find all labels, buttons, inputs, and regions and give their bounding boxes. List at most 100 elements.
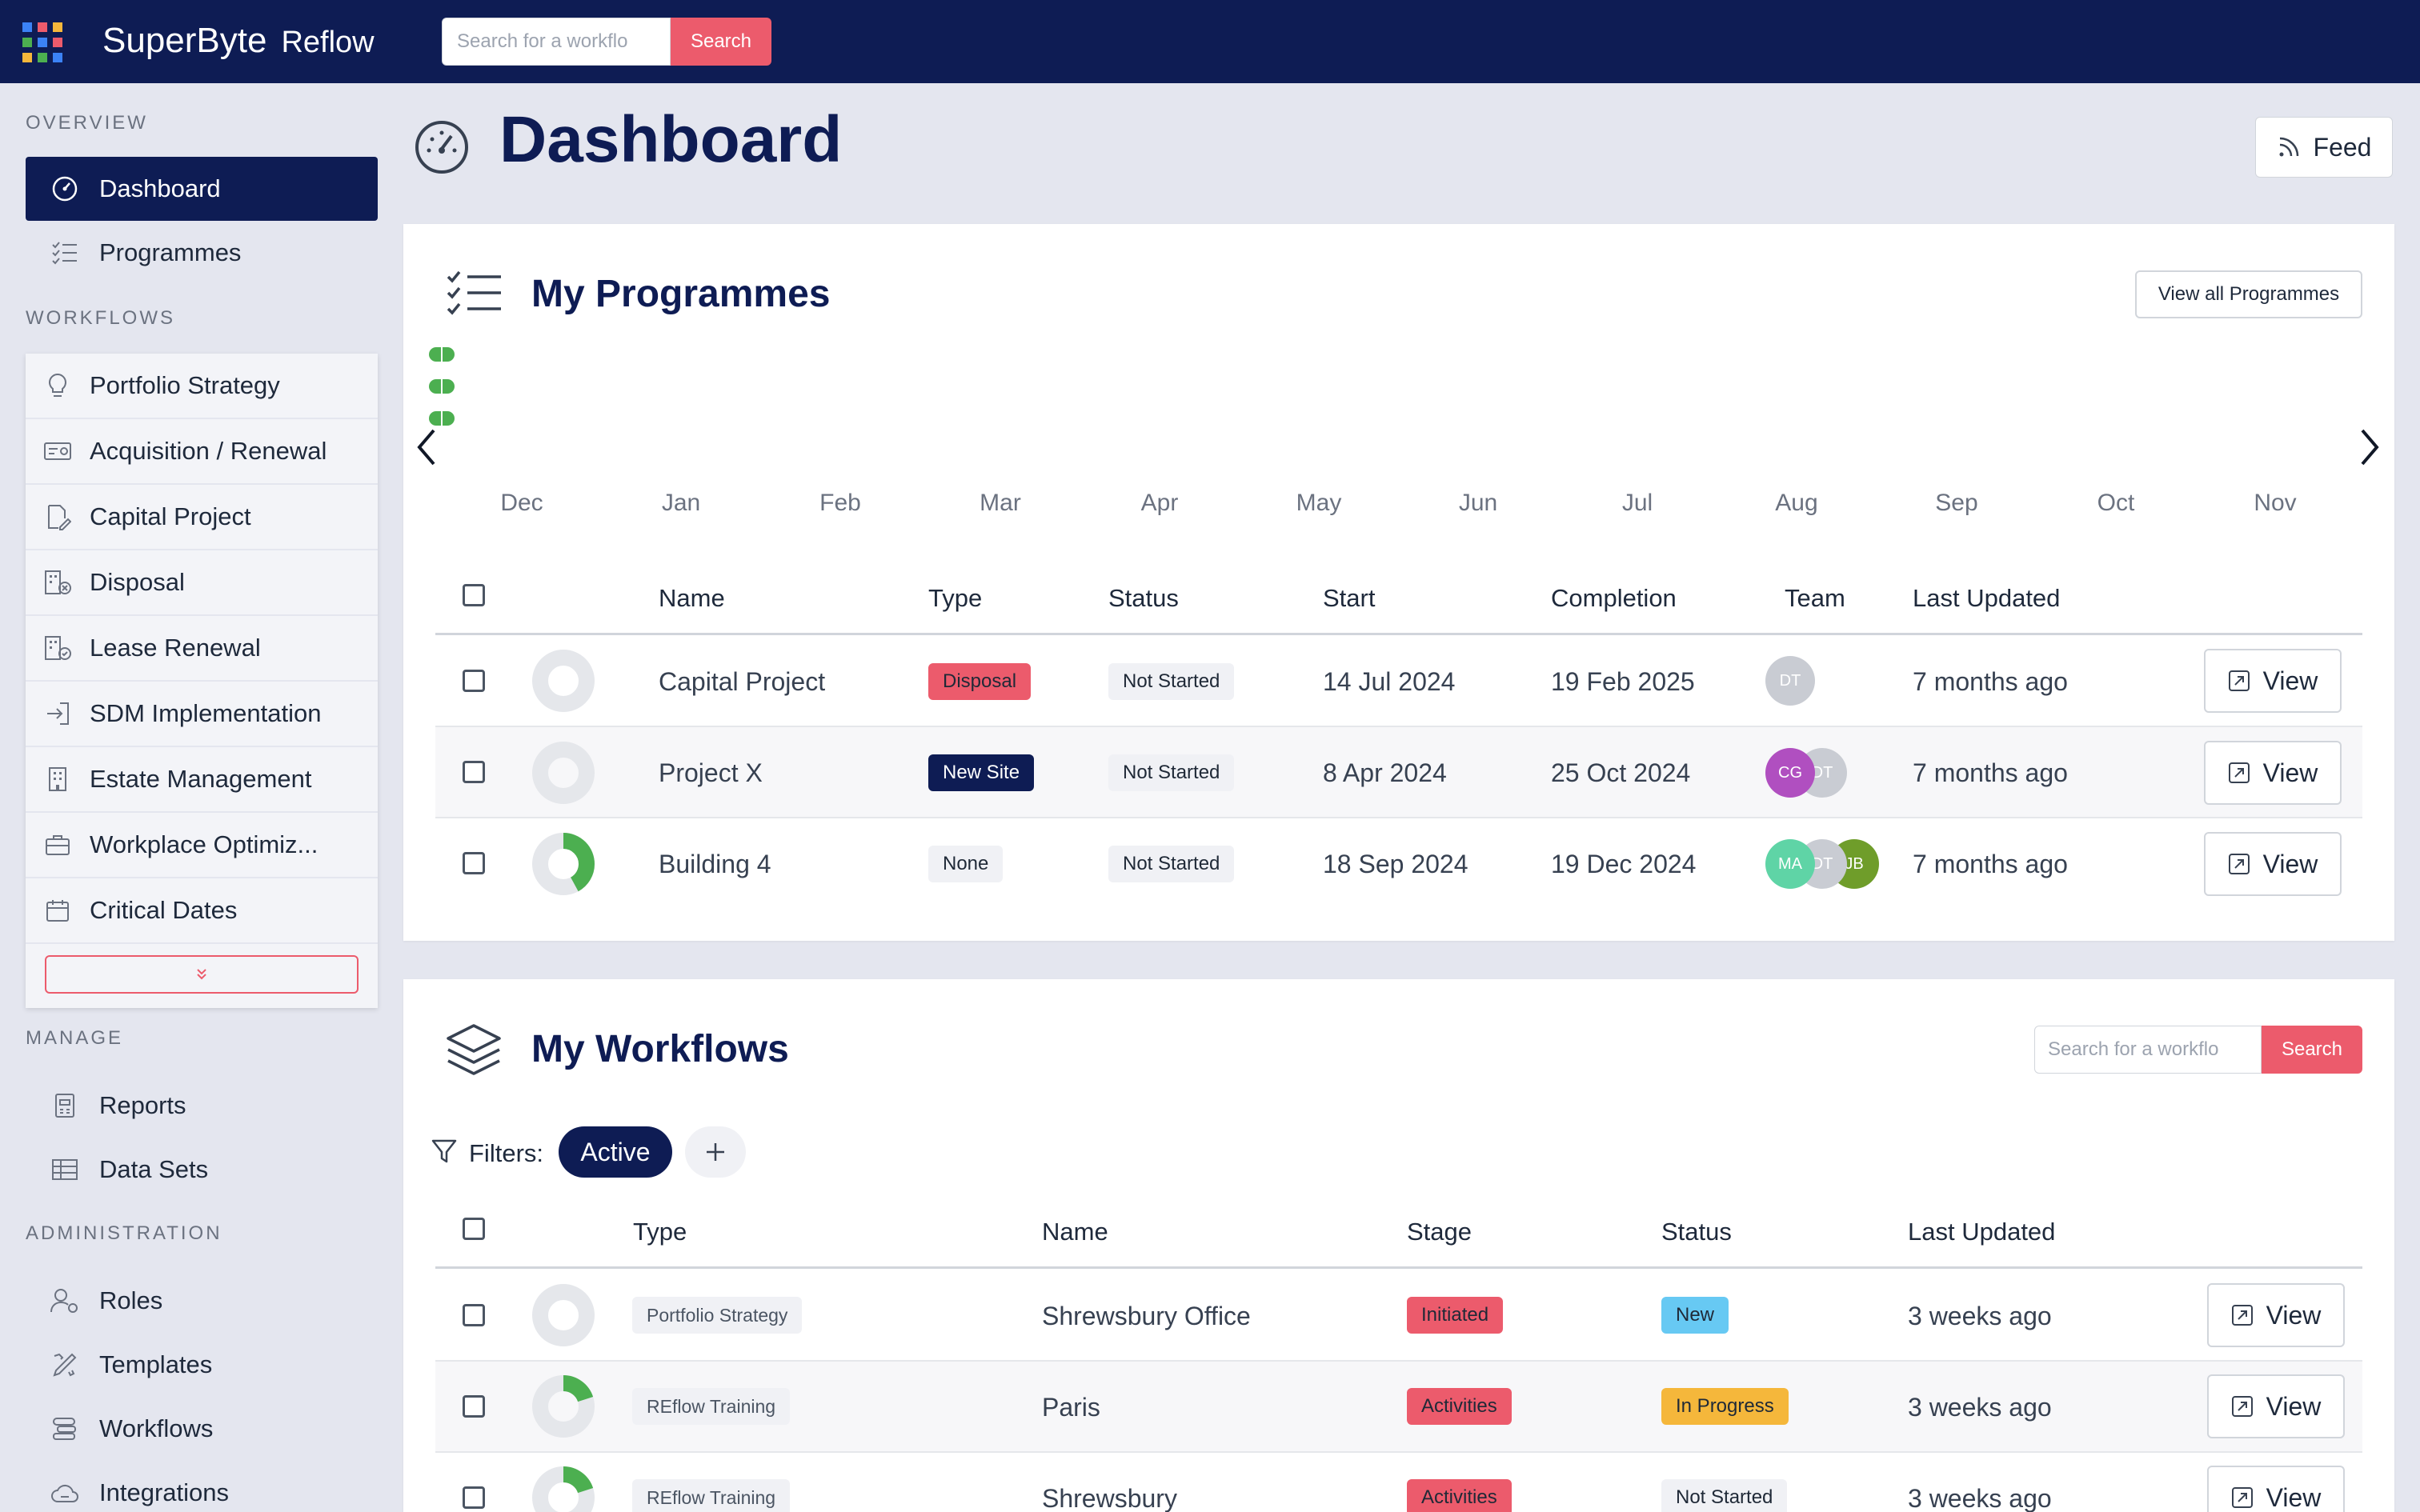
sidebar-item-capital-project[interactable]: Capital Project [26,485,378,550]
list-check-icon [50,238,80,268]
sidebar-item-dashboard[interactable]: Dashboard [26,157,378,221]
sidebar-item-portfolio-strategy[interactable]: Portfolio Strategy [26,354,378,419]
column-header-status[interactable]: Status [1661,1218,1732,1246]
column-header-last-updated[interactable]: Last Updated [1913,584,2061,612]
status-badge: New [1661,1297,1729,1334]
sidebar-item-sdm-implementation[interactable]: SDM Implementation [26,682,378,747]
column-header-last-updated[interactable]: Last Updated [1908,1218,2056,1246]
stage-badge: Initiated [1407,1297,1504,1334]
add-filter-button[interactable] [685,1126,746,1178]
sidebar-item-disposal[interactable]: Disposal [26,550,378,616]
view-all-programmes-button[interactable]: View all Programmes [2135,270,2362,318]
user-gear-icon [50,1286,80,1316]
cloud-icon [50,1478,80,1508]
expand-workflows-button[interactable] [45,955,359,994]
status-badge: Not Started [1108,846,1235,882]
workflow-name[interactable]: Shrewsbury Office [1042,1302,1251,1330]
workflow-name[interactable]: Shrewsbury [1042,1484,1177,1512]
column-header-type[interactable]: Type [633,1218,687,1246]
sidebar-item-critical-dates[interactable]: Critical Dates [26,878,378,944]
apps-grid-icon[interactable] [22,22,62,62]
column-header-name[interactable]: Name [659,584,725,612]
view-label: View [2266,1482,2322,1512]
rss-icon [2277,135,2314,159]
sidebar-item-label: SDM Implementation [90,699,322,727]
row-divider [435,817,2362,818]
sidebar-item-label: Integrations [99,1478,229,1506]
sidebar-item-label: Data Sets [99,1155,209,1183]
view-label: View [2266,1391,2322,1421]
timeline-month: Apr [1140,490,1179,516]
sidebar-item-workflows[interactable]: Workflows [26,1397,378,1461]
sidebar-item-label: Workflows [99,1414,214,1442]
sidebar-item-templates[interactable]: Templates [26,1333,378,1397]
row-checkbox[interactable] [463,852,485,874]
sidebar-item-data-sets[interactable]: Data Sets [26,1138,378,1202]
sidebar-item-label: Estate Management [90,765,312,793]
column-header-stage[interactable]: Stage [1407,1218,1472,1246]
workflow-name[interactable]: Paris [1042,1393,1100,1422]
avatar[interactable]: MA [1765,839,1815,889]
row-checkbox[interactable] [463,1395,485,1418]
row-checkbox[interactable] [463,1304,485,1326]
building-x-icon [43,568,72,597]
select-all-programmes-checkbox[interactable] [463,584,485,606]
workflow-icon [50,1414,80,1444]
progress-arc [532,1466,595,1512]
table-divider [435,633,2362,635]
column-header-start[interactable]: Start [1323,584,1376,612]
page-title: Dashboard [499,103,843,176]
external-link-icon [2231,1395,2266,1418]
view-button[interactable]: View [2204,832,2342,896]
programmes-title: My Programmes [531,273,831,315]
view-button[interactable]: View [2204,741,2342,805]
timeline-month: Nov [2254,490,2297,516]
sidebar-item-label: Workplace Optimiz... [90,830,319,858]
start-date: 8 Apr 2024 [1323,758,1447,787]
programme-name[interactable]: Project X [659,758,763,787]
product-name: Reflow [281,26,375,59]
sidebar-item-roles[interactable]: Roles [26,1269,378,1333]
sidebar-item-lease-renewal[interactable]: Lease Renewal [26,616,378,682]
workflow-search-input[interactable]: Search for a workflo [2034,1026,2262,1074]
timeline-prev-button[interactable] [415,427,439,467]
view-button[interactable]: View [2207,1283,2345,1347]
progress-donut [532,833,595,895]
row-checkbox[interactable] [463,1486,485,1509]
avatar[interactable]: CG [1765,748,1815,798]
row-checkbox[interactable] [463,761,485,783]
view-button[interactable]: View [2207,1466,2345,1512]
sidebar-item-workplace-optimization[interactable]: Workplace Optimiz... [26,813,378,878]
progress-donut [532,1375,595,1438]
feed-button[interactable]: Feed [2255,117,2393,178]
templates-icon [50,1350,80,1380]
dashboard-icon [413,118,471,176]
column-header-completion[interactable]: Completion [1551,584,1677,612]
sidebar-item-programmes[interactable]: Programmes [26,221,378,285]
column-header-name[interactable]: Name [1042,1218,1108,1246]
table-row[interactable] [435,727,2362,818]
sidebar-item-estate-management[interactable]: Estate Management [26,747,378,813]
column-header-type[interactable]: Type [928,584,983,612]
sidebar-item-integrations[interactable]: Integrations [26,1461,378,1512]
timeline-month: Mar [980,490,1021,516]
timeline-next-button[interactable] [2358,427,2382,467]
column-header-status[interactable]: Status [1108,584,1179,612]
programme-name[interactable]: Building 4 [659,850,771,878]
brand-logo[interactable]: SuperByte Reflow [102,21,375,61]
filter-active-pill[interactable]: Active [559,1126,672,1178]
sidebar-item-reports[interactable]: Reports [26,1074,378,1138]
programme-name[interactable]: Capital Project [659,667,826,696]
avatar[interactable]: DT [1765,656,1815,706]
workflow-search-button[interactable]: Search [2262,1026,2362,1074]
top-search-button[interactable]: Search [671,18,771,66]
row-checkbox[interactable] [463,670,485,692]
sidebar-item-acquisition-renewal[interactable]: Acquisition / Renewal [26,419,378,485]
top-search-input[interactable]: Search for a workflo [442,18,671,66]
column-header-team[interactable]: Team [1785,584,1845,612]
select-all-workflows-checkbox[interactable] [463,1218,485,1240]
view-button[interactable]: View [2204,649,2342,713]
timeline-month: Aug [1775,490,1818,516]
view-button[interactable]: View [2207,1374,2345,1438]
calendar-icon [43,896,72,925]
